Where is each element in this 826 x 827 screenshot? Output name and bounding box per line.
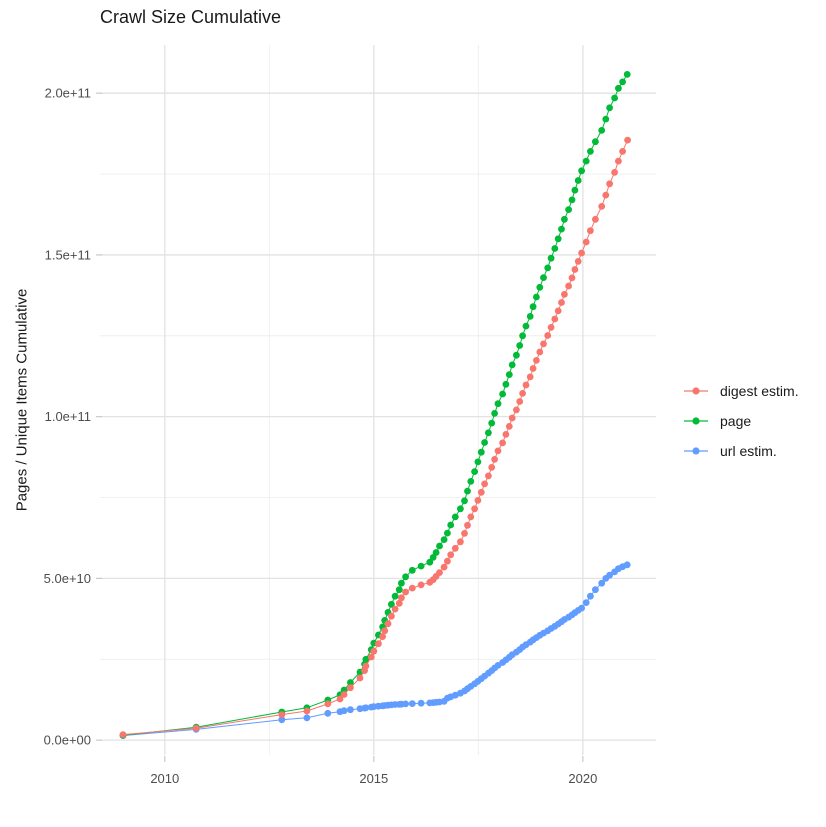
legend-item-url-estim: url estim. <box>683 436 799 466</box>
x-tick-labels: 2010 2015 2020 <box>150 771 597 786</box>
y-tick-label: 1.5e+11 <box>45 247 91 262</box>
x-tick-label: 2010 <box>150 771 179 786</box>
gridlines-minor <box>100 45 656 755</box>
y-tick-label: 0.0e+00 <box>44 733 91 748</box>
legend-item-page: page <box>683 406 799 436</box>
chart-title: Crawl Size Cumulative <box>100 7 282 27</box>
legend-item-digest-estim: digest estim. <box>683 376 799 406</box>
y-tick-label: 2.0e+11 <box>45 86 91 101</box>
x-tick-label: 2020 <box>568 771 597 786</box>
x-tick-label: 2015 <box>359 771 388 786</box>
legend: digest estim. page url estim. <box>683 376 799 466</box>
legend-label-page: page <box>720 413 752 429</box>
y-tick-label: 1.0e+11 <box>45 409 91 424</box>
legend-label-url-estim: url estim. <box>720 443 777 459</box>
legend-key-icon-page <box>684 417 708 425</box>
legend-key-icon-url-estim <box>684 447 708 455</box>
legend-label-digest-estim: digest estim. <box>720 383 799 399</box>
legend-key-icon-digest-estim <box>684 387 708 395</box>
gridlines-major <box>100 45 656 755</box>
y-tick-label: 5.0e+10 <box>44 571 91 586</box>
series-page <box>119 71 631 739</box>
series-digest-estim <box>119 136 631 738</box>
y-axis-title: Pages / Unique Items Cumulative <box>13 288 31 512</box>
y-tick-labels: 0.0e+00 5.0e+10 1.0e+11 1.5e+11 2.0e+11 <box>44 86 91 748</box>
axis-ticks <box>96 92 584 762</box>
